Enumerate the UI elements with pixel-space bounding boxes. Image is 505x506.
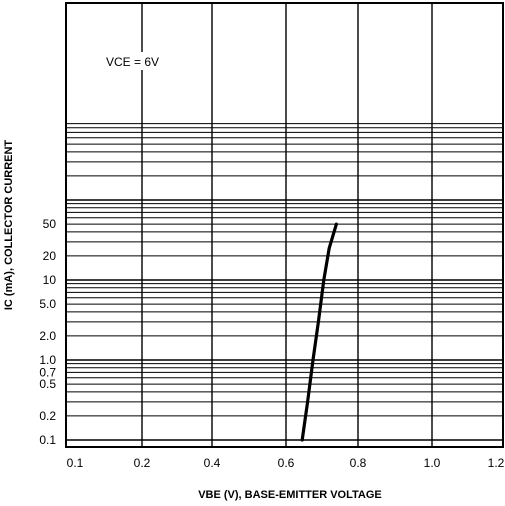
x-tick-labels: 0.1 0.2 0.4 0.6 0.8 1.0 1.2 [67,456,505,470]
x-axis-title: VBE (V), BASE-EMITTER VOLTAGE [198,489,382,501]
y-tick-label: 2.0 [39,329,56,343]
y-tick-label: 20 [43,249,57,263]
y-tick-label: 0.5 [39,377,56,391]
x-tick-label: 0.4 [204,456,221,470]
x-tick-label: 0.1 [67,456,84,470]
plot-frame [65,2,504,448]
y-tick-label: 1.0 [39,353,56,367]
x-tick-label: 0.8 [350,456,367,470]
x-tick-label: 1.2 [488,456,505,470]
y-tick-label: 0.1 [39,433,56,447]
annotation-background [100,52,188,70]
y-axis-title: IC (mA), COLLECTOR CURRENT [3,140,15,311]
y-tick-label: 0.7 [39,365,56,379]
y-tick-label: 50 [43,217,57,231]
x-tick-label: 0.2 [134,456,151,470]
y-tick-labels: 0.1 0.2 0.50.71.0 2.0 5.0 10 20 50 [39,217,56,447]
x-tick-label: 1.0 [424,456,441,470]
series-line [300,222,338,442]
grid [66,3,503,447]
vce-annotation: VCE = 6V [106,55,159,69]
y-tick-label: 0.2 [39,409,56,423]
x-tick-label: 0.6 [278,456,295,470]
y-tick-label: 10 [43,273,57,287]
y-tick-label: 5.0 [39,297,56,311]
